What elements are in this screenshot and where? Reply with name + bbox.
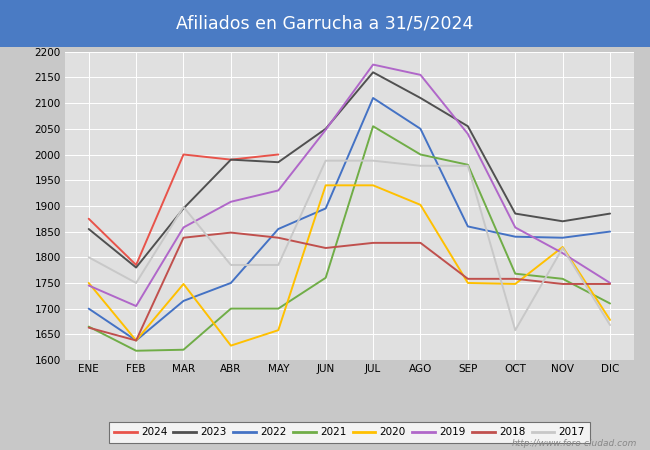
Legend: 2024, 2023, 2022, 2021, 2020, 2019, 2018, 2017: 2024, 2023, 2022, 2021, 2020, 2019, 2018…: [109, 422, 590, 443]
Text: http://www.foro-ciudad.com: http://www.foro-ciudad.com: [512, 439, 637, 448]
Text: Afiliados en Garrucha a 31/5/2024: Afiliados en Garrucha a 31/5/2024: [176, 14, 474, 33]
